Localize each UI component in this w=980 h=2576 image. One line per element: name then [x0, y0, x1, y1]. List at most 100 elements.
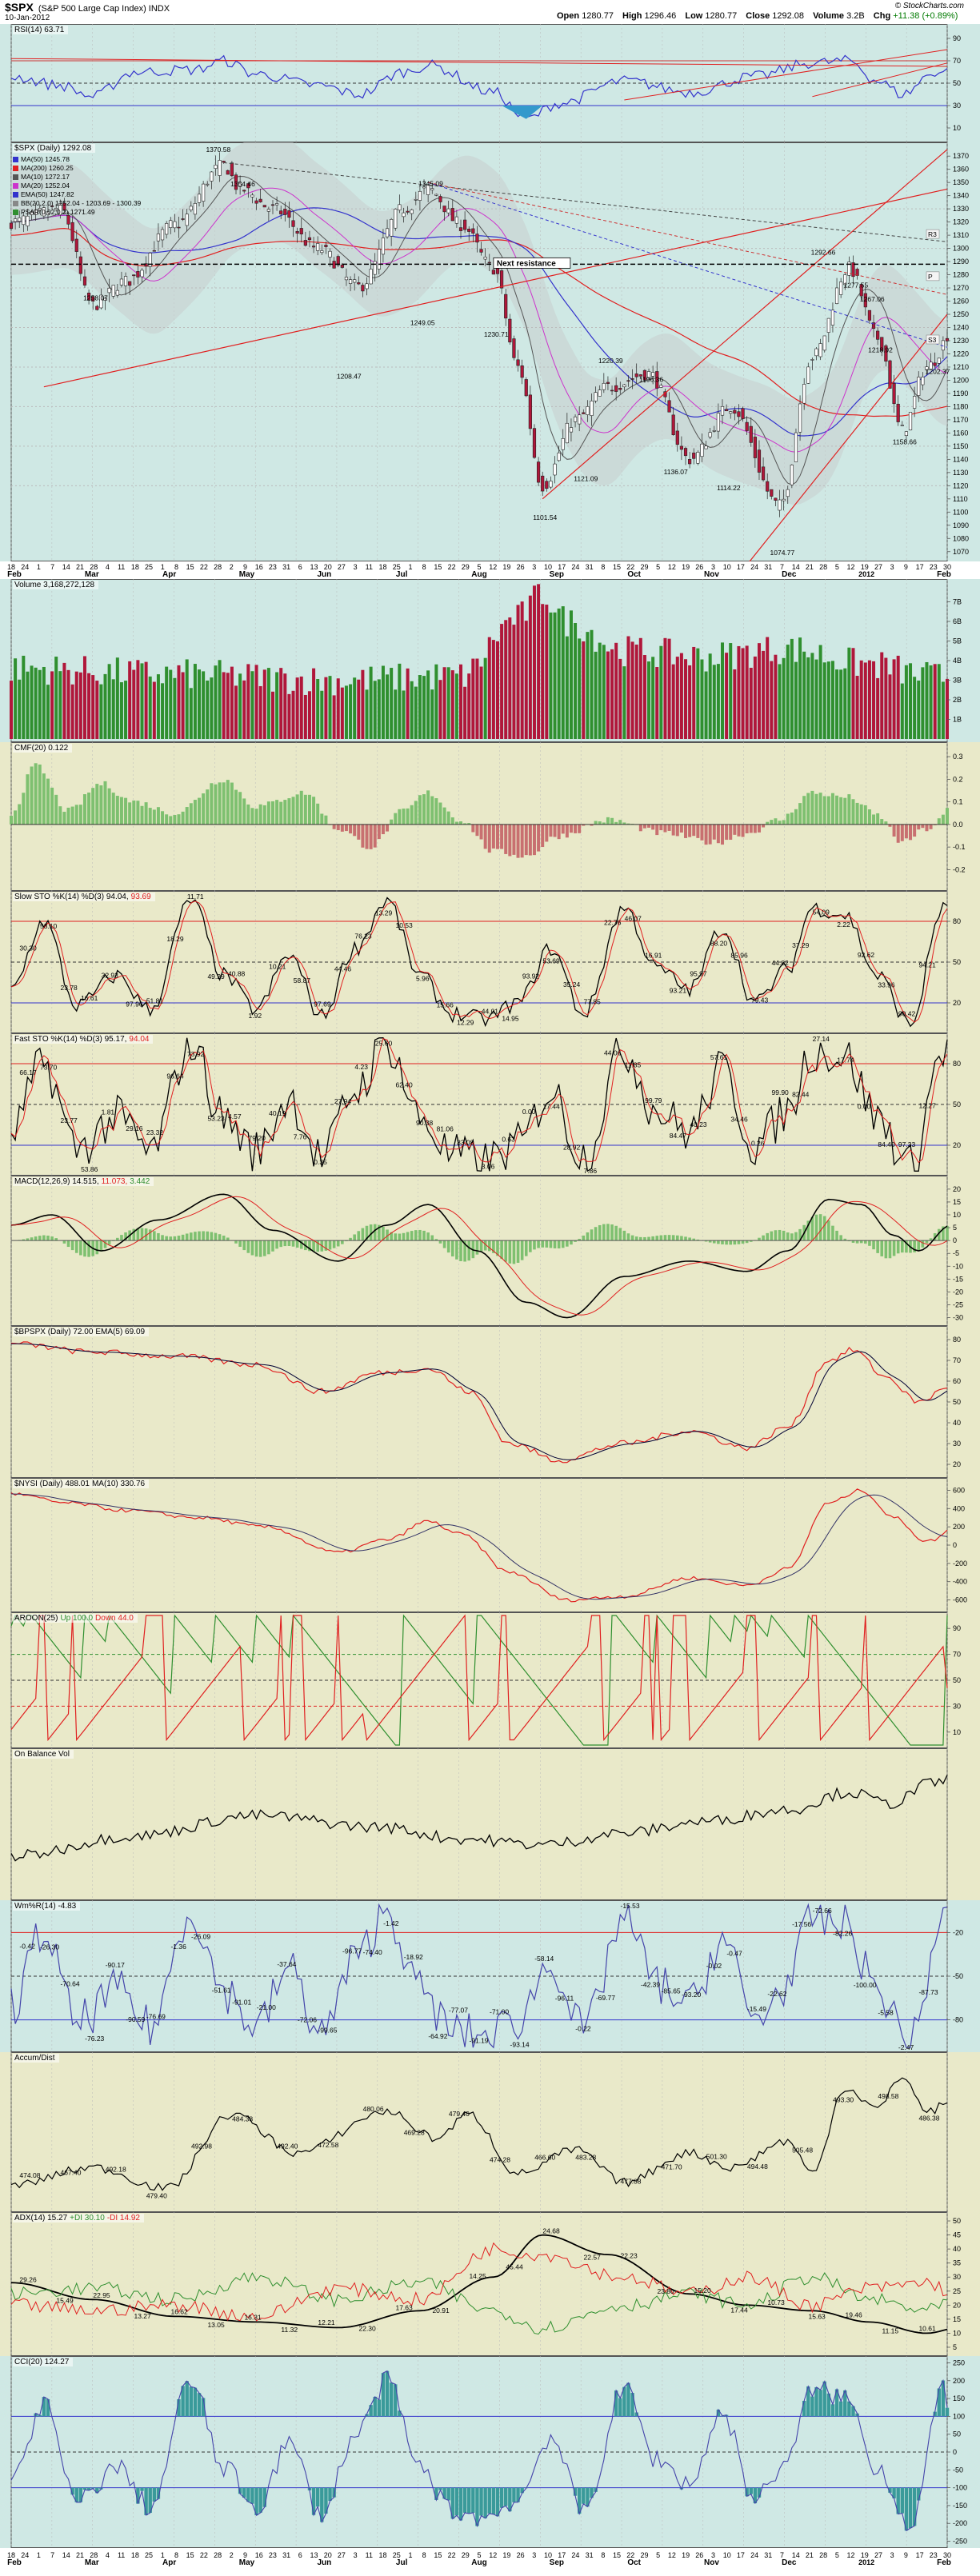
volume-bar — [214, 665, 218, 739]
cmf-bar — [921, 824, 925, 829]
cmf-bar — [913, 824, 917, 837]
x-axis-day-label: 21 — [805, 2551, 814, 2559]
volume-bar — [307, 691, 311, 739]
slowsto-axis-tick: 50 — [953, 958, 961, 966]
legend-text: MA(50) 1245.78 — [21, 155, 70, 163]
macd-histogram-bar — [529, 1240, 532, 1252]
cmf-bar — [95, 784, 99, 825]
faststo-annotation: 0.00 — [522, 1108, 536, 1116]
candle-body — [859, 284, 863, 297]
macd-histogram-bar — [402, 1232, 406, 1241]
macd-histogram-bar — [324, 1240, 328, 1251]
price-trendline — [749, 314, 948, 561]
cmf-bar — [594, 821, 598, 825]
volume-bar — [226, 673, 230, 739]
cmf-bar — [177, 814, 181, 825]
cmf-bar — [26, 774, 30, 825]
adx-annotation: 19.46 — [845, 2311, 862, 2319]
adx-annotation: 13.27 — [134, 2312, 151, 2320]
x-axis-day-label: 28 — [90, 2551, 98, 2559]
faststo-annotation: 27.14 — [813, 1035, 830, 1043]
macd-histogram-bar — [810, 1216, 814, 1241]
price-annotation: 1267.06 — [860, 295, 885, 303]
cci-oversold-fill — [324, 2487, 328, 2514]
macd-histogram-bar — [386, 1229, 389, 1241]
x-axis-day-label: 29 — [640, 563, 649, 571]
willr-annotation: -42.39 — [641, 1980, 660, 1988]
cmf-bar — [189, 803, 193, 825]
rsi-axis-tick: 70 — [953, 57, 961, 65]
macd-histogram-bar — [479, 1240, 483, 1252]
candle-body — [287, 210, 291, 218]
macd-histogram-bar — [900, 1240, 904, 1253]
cmf-bar — [373, 824, 377, 848]
volume-bar — [528, 595, 532, 739]
willr-annotation: -1.42 — [383, 1919, 399, 1927]
cci-oversold-fill — [749, 2487, 753, 2494]
candle-body — [365, 283, 369, 290]
macd-histogram-bar — [38, 1236, 42, 1241]
cmf-bar — [254, 809, 258, 825]
volume-bar — [270, 691, 274, 739]
cmf-bar — [626, 823, 630, 825]
cmf-bar — [946, 808, 949, 825]
candle-body — [553, 463, 557, 476]
volume-bar — [398, 663, 402, 739]
obv-line — [10, 1775, 948, 1862]
x-axis-day-label: 17 — [558, 563, 566, 571]
volume-bar — [500, 624, 504, 739]
cmf-bar — [839, 797, 843, 825]
cci-overbought-fill — [634, 2412, 638, 2417]
candle-body — [884, 345, 888, 361]
slowsto-annotation: 79.43 — [751, 996, 769, 1004]
macd-histogram-bar — [394, 1233, 398, 1241]
candle-body — [86, 293, 91, 301]
accum-annotation: 472.58 — [318, 2141, 338, 2149]
cmf-axis-tick: 0.1 — [953, 798, 963, 806]
cmf-bar — [614, 821, 618, 825]
cmf-bar — [78, 805, 82, 825]
candle-body — [332, 261, 336, 269]
slowsto-annotation: 92.62 — [858, 951, 875, 959]
faststo-label-text: Fast STO %K(14) %D(3) 95.17, — [14, 1035, 127, 1044]
candle-body — [426, 185, 430, 195]
price-trendline — [542, 149, 948, 500]
x-axis-day-label: 30 — [942, 2551, 952, 2559]
macd-histogram-bar — [905, 1240, 908, 1253]
x-axis-day-label: 24 — [750, 563, 759, 571]
cmf-bar — [729, 824, 733, 840]
candle-body — [454, 216, 458, 224]
aroon-axis-tick: 50 — [953, 1676, 961, 1684]
macd-histogram-bar — [246, 1240, 250, 1253]
x-axis-day-label: 8 — [422, 563, 426, 571]
macd-histogram-bar — [655, 1236, 659, 1241]
volume-bar — [557, 608, 561, 739]
cmf-bar — [152, 809, 156, 825]
price-axis-tick: 1370 — [953, 152, 969, 160]
volume-bar — [491, 640, 495, 739]
volume-bar — [54, 657, 58, 739]
candle-body — [14, 218, 18, 222]
cmf-bar — [332, 824, 336, 829]
volume-bar — [614, 642, 618, 739]
volume-bar — [561, 606, 565, 739]
cci-label: CCI(20) 124.27 — [13, 2358, 74, 2366]
candle-body — [822, 335, 826, 351]
x-axis-day-label: 28 — [819, 563, 828, 571]
price-axis-tick: 1320 — [953, 218, 969, 226]
x-axis-day-label: 24 — [21, 563, 30, 571]
volume-bar — [479, 666, 483, 739]
faststo-annotation: 99.90 — [772, 1088, 790, 1096]
slowsto-annotation: 76.23 — [354, 932, 372, 940]
cci-overbought-fill — [818, 2390, 822, 2417]
cci-oversold-fill — [495, 2487, 500, 2517]
cmf-bar — [377, 824, 381, 840]
candle-body — [185, 214, 189, 226]
volume-bar — [50, 671, 54, 739]
willr-annotation: -18.92 — [404, 1953, 423, 1961]
candle-body — [839, 282, 843, 295]
cmf-bar — [941, 814, 945, 825]
candle-body — [847, 262, 851, 276]
macd-histogram-bar — [202, 1231, 205, 1241]
